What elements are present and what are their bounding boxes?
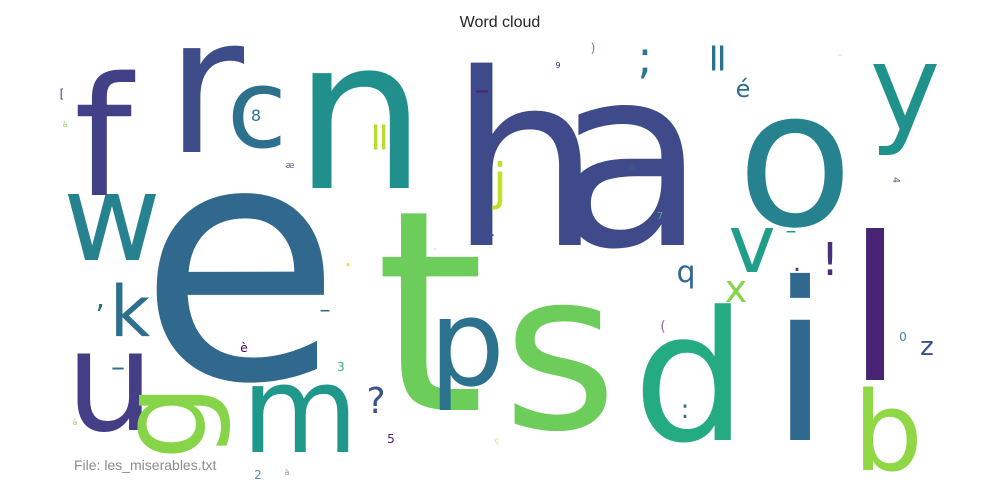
word-cloud-word: f bbox=[74, 42, 136, 234]
word-cloud-word: ; bbox=[637, 31, 652, 84]
word-cloud-word: – bbox=[475, 73, 490, 108]
word-cloud-word: 7 bbox=[657, 211, 663, 222]
word-cloud-word: ? bbox=[366, 381, 385, 422]
word-cloud-word: l bbox=[847, 195, 903, 428]
word-cloud-word: z bbox=[920, 332, 934, 362]
word-cloud-word: u bbox=[66, 301, 155, 464]
word-cloud-word: ¨ bbox=[838, 54, 843, 65]
word-cloud-word: w bbox=[63, 150, 161, 289]
word-cloud-word: 2 bbox=[254, 468, 262, 482]
word-cloud-word: . bbox=[345, 247, 352, 272]
word-cloud-word: 1 bbox=[483, 217, 496, 241]
word-cloud-word: y bbox=[869, 20, 940, 159]
word-cloud-word: q bbox=[676, 255, 695, 290]
chart-title: Word cloud bbox=[459, 14, 541, 31]
word-cloud-word: è bbox=[240, 341, 247, 355]
word-cloud-word: g bbox=[95, 384, 234, 460]
word-cloud-word: x bbox=[725, 267, 748, 311]
word-cloud-word: à bbox=[63, 120, 68, 129]
word-cloud-word: 9 bbox=[555, 61, 560, 70]
word-cloud-word: r bbox=[166, 0, 245, 197]
word-cloud-word: e bbox=[138, 72, 341, 456]
word-cloud-word: – bbox=[320, 298, 331, 323]
word-cloud-word: : bbox=[681, 395, 690, 425]
word-cloud-word: k bbox=[110, 271, 151, 353]
word-cloud-word: – bbox=[111, 350, 125, 383]
word-cloud-word: ) bbox=[591, 41, 596, 55]
word-cloud-word: o bbox=[737, 49, 853, 270]
word-cloud-word: a bbox=[553, 13, 706, 304]
word-cloud-word: à bbox=[73, 418, 78, 427]
word-cloud-word: d bbox=[633, 274, 747, 483]
word-cloud-word: ! bbox=[821, 233, 839, 286]
word-cloud-word: b bbox=[853, 368, 923, 496]
word-cloud-word: ’ bbox=[95, 299, 105, 334]
word-cloud-word: v bbox=[728, 198, 775, 291]
word-cloud-word: 4 bbox=[890, 177, 901, 183]
word-cloud-word: [ bbox=[60, 87, 65, 101]
word-cloud-word: 6 bbox=[629, 162, 635, 173]
word-cloud-word: ( bbox=[660, 319, 665, 335]
word-cloud-word: . bbox=[793, 248, 801, 278]
word-cloud-word: 3 bbox=[337, 360, 345, 374]
word-cloud-word: s bbox=[503, 224, 618, 480]
word-cloud-word: p bbox=[429, 275, 505, 414]
word-cloud-word: 5 bbox=[387, 432, 395, 446]
word-cloud-word: t bbox=[375, 151, 485, 477]
file-label: File: les_miserables.txt bbox=[74, 457, 217, 473]
word-cloud-word: n bbox=[293, 0, 426, 238]
word-cloud-word: ç bbox=[495, 436, 499, 445]
word-cloud-word: = bbox=[357, 120, 403, 154]
word-cloud-word: – bbox=[786, 219, 797, 244]
word-cloud-word: m bbox=[242, 342, 359, 481]
word-cloud-word: = bbox=[695, 41, 741, 75]
word-cloud-word: 0 bbox=[899, 330, 907, 344]
word-cloud-word: j bbox=[492, 153, 507, 211]
word-cloud-word: h bbox=[449, 22, 601, 302]
word-cloud-word: à bbox=[285, 468, 290, 477]
word-cloud-word: æ bbox=[286, 161, 295, 171]
word-cloud-word: ‘ bbox=[434, 247, 437, 256]
word-cloud-word: c bbox=[227, 45, 287, 173]
word-cloud-word: 8 bbox=[251, 106, 261, 125]
word-cloud-word: i bbox=[769, 236, 830, 492]
word-cloud-word: é bbox=[736, 75, 751, 103]
